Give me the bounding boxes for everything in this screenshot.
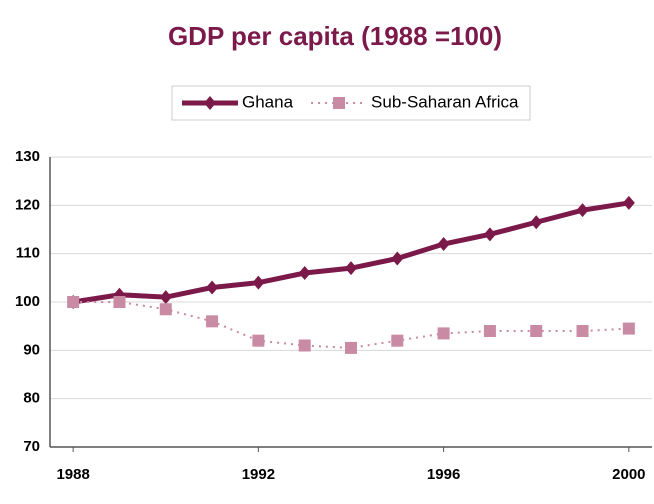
data-point	[622, 195, 635, 210]
data-point	[345, 261, 357, 276]
data-point	[159, 290, 172, 305]
data-point	[159, 303, 172, 316]
data-point	[252, 275, 265, 290]
data-point	[437, 327, 450, 340]
data-point	[252, 334, 265, 347]
y-tick-label: 100	[15, 293, 40, 310]
x-tick-label: 2000	[612, 466, 645, 483]
x-tick-label: 1988	[56, 466, 89, 483]
data-point	[67, 296, 80, 308]
data-point	[437, 237, 450, 251]
legend-marker	[333, 97, 346, 109]
series-line	[73, 301, 629, 349]
legend-label: Ghana	[242, 92, 294, 111]
legend-label: Sub-Saharan Africa	[371, 92, 519, 111]
y-tick-label: 110	[16, 245, 40, 262]
data-point	[530, 215, 543, 230]
data-point	[113, 296, 126, 308]
series-line	[72, 200, 630, 305]
x-tick-label: 1996	[427, 466, 460, 483]
y-tick-label: 90	[23, 341, 40, 358]
data-point	[391, 251, 404, 266]
data-point	[345, 341, 357, 354]
data-point	[622, 322, 635, 335]
data-point	[298, 266, 311, 280]
data-point	[483, 227, 496, 242]
y-tick-label: 130	[15, 148, 40, 165]
data-point	[483, 325, 496, 337]
x-tick-label: 1992	[242, 466, 275, 483]
y-tick-label: 70	[23, 438, 40, 455]
y-tick-label: 80	[23, 390, 40, 407]
data-point	[576, 325, 589, 337]
y-tick-label: 120	[15, 196, 40, 213]
chart-title: GDP per capita (1988 =100)	[168, 21, 502, 51]
data-point	[530, 325, 543, 337]
legend-marker	[204, 96, 216, 110]
data-point	[576, 203, 589, 218]
data-point	[206, 280, 219, 295]
data-point	[206, 315, 219, 328]
data-point	[298, 339, 311, 352]
data-point	[391, 334, 404, 347]
